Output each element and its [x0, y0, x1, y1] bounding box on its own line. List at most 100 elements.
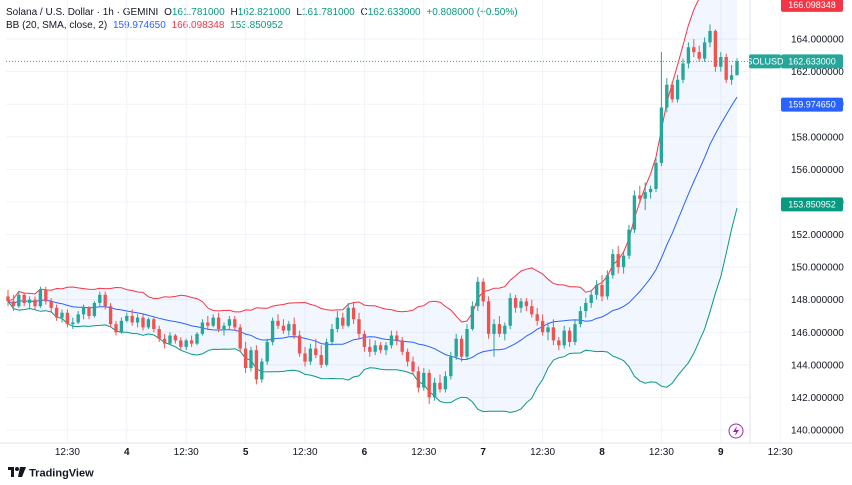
candle: [60, 309, 64, 323]
bb-indicator-label[interactable]: BB (20, SMA, close, 2): [6, 20, 108, 31]
candle-body: [665, 84, 669, 108]
candle: [135, 314, 140, 328]
candle: [38, 286, 43, 308]
candle: [157, 325, 161, 343]
candle: [362, 330, 367, 352]
candle: [162, 333, 167, 349]
candle: [233, 315, 237, 331]
tradingview-event-icon[interactable]: [728, 423, 744, 439]
candle: [71, 317, 75, 329]
candle-body: [481, 281, 485, 302]
candle: [481, 278, 485, 307]
candle: [422, 368, 426, 391]
candle-body: [659, 107, 664, 163]
candle: [719, 52, 723, 72]
candle-body: [319, 355, 323, 365]
candle: [222, 322, 226, 336]
candle-body: [724, 57, 728, 80]
candle-body: [578, 311, 583, 325]
y-tick-label: 142.000000: [791, 393, 844, 404]
candle-body: [735, 61, 739, 76]
y-tick-label: 140.000000: [791, 425, 844, 436]
x-tick-label: 8: [599, 447, 605, 458]
candle: [395, 330, 399, 346]
candle: [125, 312, 129, 323]
candle-body: [130, 315, 134, 323]
candle: [632, 190, 637, 233]
candle-body: [292, 324, 296, 336]
candle: [238, 324, 242, 352]
candle: [692, 39, 696, 58]
candle-body: [254, 350, 259, 380]
candle-body: [675, 79, 680, 100]
candle-body: [146, 319, 151, 328]
candle: [189, 335, 194, 347]
y-tick-label: 150.000000: [791, 263, 844, 274]
candle-body: [513, 298, 518, 308]
bollinger-bands: [7, 0, 738, 413]
candle-body: [233, 319, 237, 328]
candle: [54, 304, 59, 321]
chart-header-line-2: BB (20, SMA, close, 2) 159.974650 166.09…: [6, 20, 286, 31]
tradingview-logo[interactable]: TradingView: [8, 467, 94, 480]
candle-body: [530, 306, 534, 315]
candle-body: [49, 301, 53, 308]
candle: [540, 314, 545, 336]
candle-body: [503, 325, 507, 334]
candle: [130, 309, 134, 326]
candle-body: [432, 382, 437, 398]
x-tick-label: 12:30: [768, 447, 793, 458]
candle: [103, 291, 107, 310]
candle: [303, 346, 307, 367]
low-label: L: [296, 7, 302, 18]
candle-body: [184, 340, 188, 347]
candle-body: [573, 324, 577, 343]
close-value: 162.633000: [367, 7, 421, 18]
candle: [567, 327, 572, 347]
time-axis[interactable]: 12:30 4 12:30 5 12:30 6 12:30 7 12:30 8 12:30 9 12:3…: [0, 442, 852, 458]
candle: [146, 317, 151, 329]
candle-body: [400, 340, 404, 352]
candle: [330, 324, 334, 346]
candle-body: [54, 307, 59, 318]
candle-body: [189, 340, 194, 344]
candle-body: [179, 340, 183, 347]
candle-body: [362, 333, 367, 347]
bb-basis-line: [7, 96, 738, 361]
candle: [335, 311, 340, 333]
candle-body: [486, 301, 491, 334]
candle: [416, 366, 421, 393]
candle: [465, 324, 469, 360]
candle: [287, 320, 291, 336]
candle: [681, 58, 685, 84]
candle-body: [567, 330, 572, 343]
candle: [616, 245, 620, 274]
symbol-title[interactable]: Solana / U.S. Dollar · 1h · GEMINI: [6, 7, 159, 18]
candle: [578, 306, 583, 328]
candle: [341, 312, 345, 329]
candle-body: [135, 317, 140, 323]
candle: [503, 322, 507, 341]
candle: [508, 293, 512, 329]
candle-body: [335, 317, 340, 329]
candle-body: [497, 324, 502, 334]
bb-upper-line: [7, 0, 699, 323]
candle-body: [216, 317, 221, 329]
candle-body: [92, 302, 97, 316]
candle: [476, 276, 480, 312]
candle: [670, 81, 674, 103]
candle-body: [648, 188, 653, 193]
candle-body: [157, 328, 161, 339]
candle-body: [368, 346, 372, 352]
candle: [27, 296, 32, 310]
candle-body: [708, 30, 712, 43]
candle-body: [38, 289, 43, 307]
candle-body: [297, 335, 302, 354]
open-value: 161.781000: [171, 7, 225, 18]
candle: [216, 312, 221, 333]
candle: [324, 338, 329, 367]
bb-fill: [8, 0, 737, 413]
candle-body: [729, 75, 734, 80]
candle: [141, 314, 145, 331]
